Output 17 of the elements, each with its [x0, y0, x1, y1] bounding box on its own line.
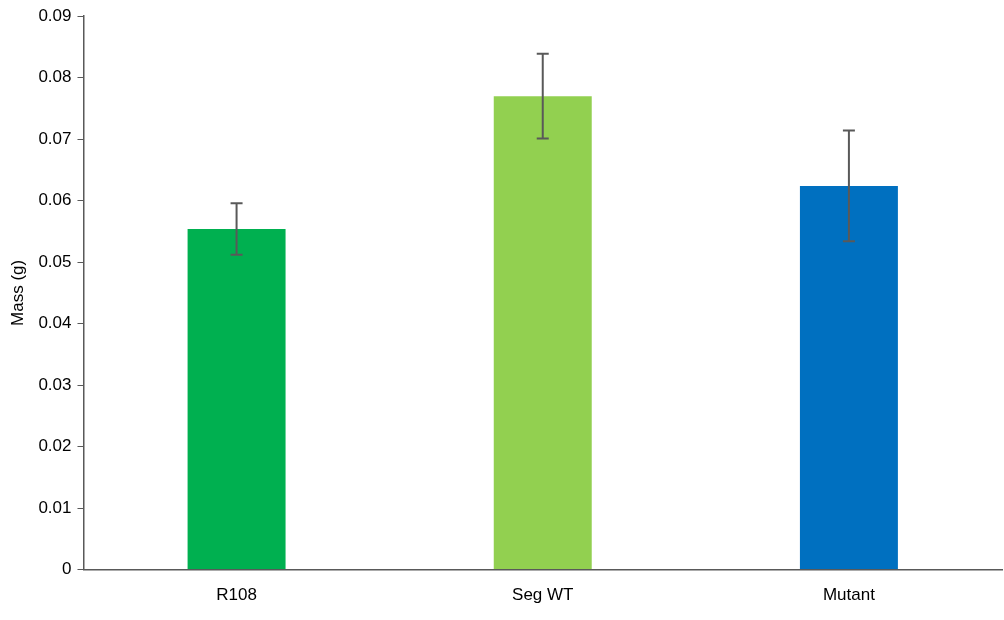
bar	[493, 96, 592, 570]
bar	[187, 228, 286, 570]
x-tick-label: Seg WT	[512, 585, 574, 605]
y-tick-label: 0.07	[38, 128, 72, 148]
y-tick-label: 0.02	[38, 436, 72, 456]
y-tick-label: 0.06	[38, 190, 72, 210]
y-tick-label: 0.03	[38, 374, 72, 394]
y-axis-title: Mass (g)	[7, 259, 27, 326]
y-tick-label: 0.08	[38, 67, 72, 87]
bar	[799, 185, 898, 570]
y-tick-label: 0.09	[38, 5, 72, 25]
y-tick-label: 0.01	[38, 497, 72, 517]
y-tick-label: 0.04	[38, 313, 72, 333]
x-tick-label: R108	[216, 585, 257, 605]
x-tick-label: Mutant	[822, 585, 876, 605]
y-tick-label: 0.05	[38, 251, 72, 271]
y-tick-label: 0	[62, 559, 72, 579]
